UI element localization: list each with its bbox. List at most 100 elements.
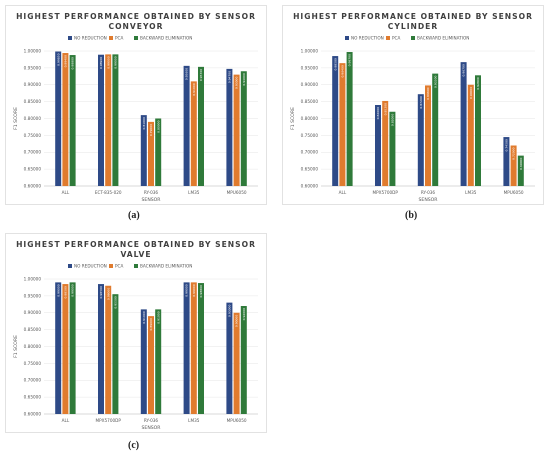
y-axis-title: F1 SCORE bbox=[290, 107, 296, 130]
bar-pca bbox=[510, 145, 517, 186]
data-label: 0.99000 bbox=[71, 284, 75, 296]
y-tick-label: 0.60000 bbox=[301, 183, 319, 188]
y-tick-label: 0.65000 bbox=[24, 395, 42, 400]
bar-pca bbox=[62, 53, 69, 187]
bar-backward-elimination bbox=[198, 66, 204, 186]
y-tick-label: 0.75000 bbox=[301, 133, 319, 138]
bar-pca bbox=[190, 282, 197, 414]
bar-backward-elimination bbox=[517, 155, 524, 186]
y-tick-label: 0.95000 bbox=[24, 65, 42, 70]
data-label: 0.94700 bbox=[228, 71, 232, 83]
data-label: 0.95600 bbox=[185, 68, 189, 80]
chart-title: HIGHEST PERFORMANCE OBTAINED BY SENSOR bbox=[16, 240, 256, 249]
data-label: 0.99000 bbox=[56, 284, 60, 296]
legend-entry: BACKWARD ELIMINATION bbox=[140, 264, 192, 269]
data-label: 0.98500 bbox=[333, 58, 337, 70]
bar-backward-elimination bbox=[155, 118, 162, 186]
x-tick-label: MPX5700DP bbox=[372, 190, 398, 195]
data-label: 0.82000 bbox=[391, 114, 395, 126]
legend-swatch bbox=[109, 264, 113, 268]
y-axis-title: F1 SCORE bbox=[13, 107, 19, 130]
data-label: 0.95300 bbox=[199, 69, 203, 81]
y-tick-label: 0.90000 bbox=[24, 310, 42, 315]
bar-no-reduction bbox=[226, 68, 233, 186]
bar-backward-elimination bbox=[240, 71, 247, 186]
x-tick-label: ECT-835-020 bbox=[95, 190, 122, 195]
bar-no-reduction bbox=[55, 282, 62, 414]
x-tick-label: MPU6050 bbox=[504, 190, 524, 195]
x-axis-title: SENSOR bbox=[142, 425, 162, 431]
chart-subtitle: CONVEYOR bbox=[109, 22, 164, 31]
y-tick-label: 0.90000 bbox=[301, 82, 319, 87]
chart-panel-valve: HIGHEST PERFORMANCE OBTAINED BY SENSOR VA… bbox=[5, 233, 267, 433]
data-label: 0.91000 bbox=[156, 311, 160, 323]
data-label: 0.84000 bbox=[376, 107, 380, 119]
bar-pca bbox=[62, 284, 69, 414]
data-label: 0.80000 bbox=[156, 120, 160, 132]
data-label: 0.98900 bbox=[99, 57, 103, 69]
bar-pca bbox=[233, 312, 240, 414]
data-label: 0.69000 bbox=[519, 158, 523, 170]
bar-no-reduction bbox=[417, 94, 424, 186]
bar-pca bbox=[233, 74, 240, 186]
data-label: 0.96400 bbox=[341, 65, 345, 77]
data-label: 0.94000 bbox=[242, 73, 246, 85]
bar-no-reduction bbox=[503, 137, 510, 186]
y-tick-label: 0.90000 bbox=[24, 82, 42, 87]
legend-swatch bbox=[411, 36, 415, 40]
bar-pca bbox=[105, 285, 112, 414]
bar-no-reduction bbox=[183, 65, 190, 186]
data-label: 0.91000 bbox=[192, 83, 196, 95]
x-tick-label: ALL bbox=[62, 190, 70, 195]
chart-panel-conveyor: HIGHEST PERFORMANCE OBTAINED BY SENSOR CO… bbox=[5, 5, 267, 205]
bar-no-reduction bbox=[460, 62, 467, 187]
data-label: 0.93300 bbox=[433, 76, 437, 88]
chart-valve: HIGHEST PERFORMANCE OBTAINED BY SENSORVA… bbox=[13, 240, 258, 431]
y-tick-label: 0.60000 bbox=[24, 183, 42, 188]
bar-pca bbox=[105, 54, 112, 186]
bar-pca bbox=[467, 84, 474, 186]
data-label: 0.98800 bbox=[199, 285, 203, 297]
bar-no-reduction bbox=[140, 115, 147, 186]
bar-backward-elimination bbox=[346, 52, 353, 187]
bar-no-reduction bbox=[375, 105, 381, 186]
y-tick-label: 0.70000 bbox=[24, 378, 42, 383]
chart-subtitle: CYLINDER bbox=[388, 22, 438, 31]
x-tick-label: LM35 bbox=[188, 190, 200, 195]
x-tick-label: ALL bbox=[339, 190, 347, 195]
bar-pca bbox=[148, 316, 154, 414]
data-label: 0.99000 bbox=[192, 284, 196, 296]
bar-backward-elimination bbox=[155, 309, 162, 414]
y-tick-label: 0.95000 bbox=[301, 65, 319, 70]
chart-conveyor: HIGHEST PERFORMANCE OBTAINED BY SENSORCO… bbox=[13, 12, 258, 203]
data-label: 0.99000 bbox=[106, 56, 110, 68]
data-label: 0.90000 bbox=[469, 87, 473, 99]
data-label: 0.98500 bbox=[99, 286, 103, 298]
legend-entry: BACKWARD ELIMINATION bbox=[417, 36, 469, 41]
caption-a: (a) bbox=[128, 210, 140, 221]
bar-backward-elimination bbox=[389, 111, 396, 186]
x-tick-label: LM35 bbox=[188, 418, 200, 423]
bar-no-reduction bbox=[332, 56, 339, 186]
bar-pca bbox=[339, 63, 346, 186]
y-axis-title: F1 SCORE bbox=[13, 335, 19, 358]
x-tick-label: RY-036 bbox=[421, 190, 436, 195]
bar-no-reduction bbox=[226, 302, 233, 414]
data-label: 0.89800 bbox=[426, 87, 430, 99]
caption-c: (c) bbox=[128, 440, 140, 451]
x-tick-label: ALL bbox=[62, 418, 70, 423]
bar-backward-elimination bbox=[475, 75, 481, 186]
y-tick-label: 0.80000 bbox=[24, 344, 42, 349]
legend-entry: PCA bbox=[115, 36, 123, 41]
y-tick-label: 0.85000 bbox=[301, 99, 319, 104]
x-tick-label: RY-036 bbox=[144, 418, 159, 423]
legend-swatch bbox=[109, 36, 113, 40]
legend-entry: NO REDUCTION bbox=[351, 36, 384, 41]
data-label: 0.93000 bbox=[235, 77, 239, 89]
chart-cylinder: HIGHEST PERFORMANCE OBTAINED BY SENSORCY… bbox=[290, 12, 535, 203]
bar-no-reduction bbox=[183, 282, 190, 414]
legend-swatch bbox=[386, 36, 390, 40]
legend-swatch bbox=[68, 264, 72, 268]
legend-swatch bbox=[345, 36, 349, 40]
data-label: 0.74500 bbox=[505, 139, 509, 151]
